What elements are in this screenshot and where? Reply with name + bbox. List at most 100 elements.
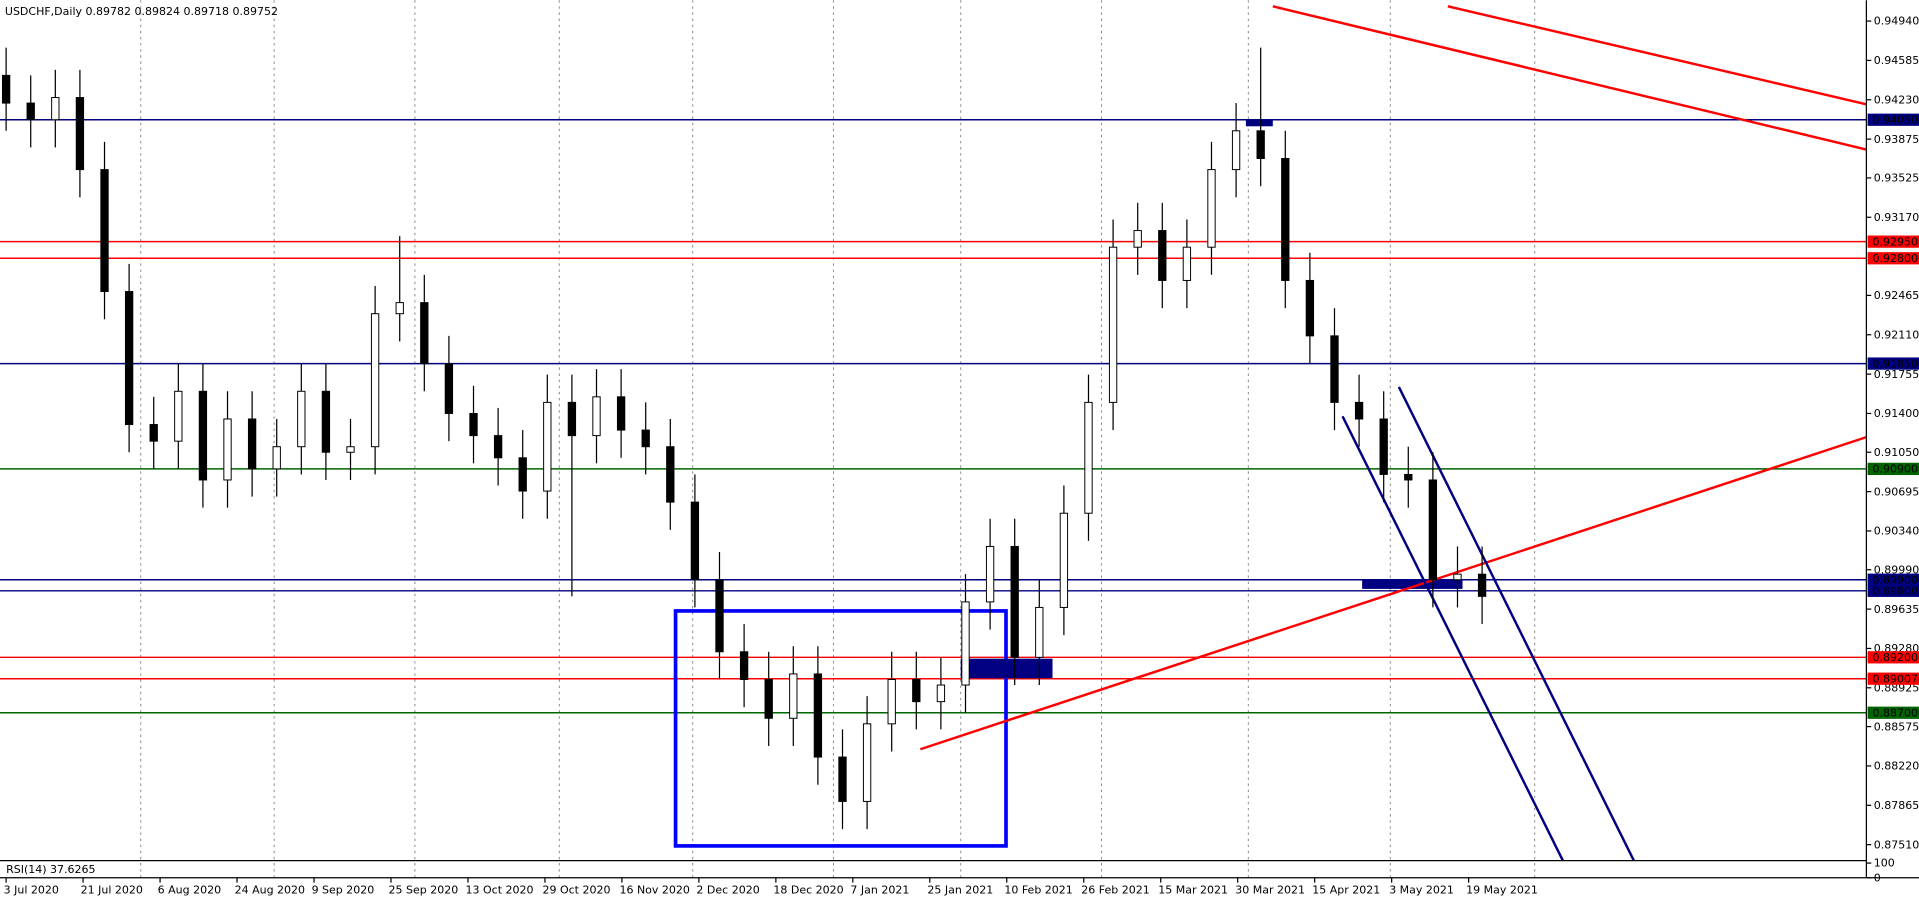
trend-line bbox=[919, 435, 1867, 751]
level-tag bbox=[1867, 357, 1919, 370]
candle-body bbox=[149, 424, 158, 442]
candle-body bbox=[26, 102, 35, 121]
candle-body bbox=[912, 678, 921, 703]
zone-block bbox=[1362, 579, 1463, 589]
candle-body bbox=[370, 313, 380, 448]
candle-body bbox=[666, 446, 675, 503]
candle-body bbox=[272, 446, 281, 470]
level-label: 0.91850 bbox=[1872, 357, 1918, 370]
candle-body bbox=[616, 396, 626, 431]
candle-body bbox=[1256, 130, 1265, 160]
candle-body bbox=[1084, 401, 1093, 514]
level-tag bbox=[1867, 672, 1919, 685]
trend-line bbox=[1447, 5, 1867, 106]
y-tick-label: 0.94230 bbox=[1874, 93, 1919, 106]
y-tick-label: 0.94940 bbox=[1874, 15, 1919, 28]
y-tick-label: 0.91050 bbox=[1874, 446, 1919, 459]
candle-body bbox=[887, 678, 896, 725]
level-tag bbox=[1867, 252, 1919, 265]
candle-body bbox=[764, 678, 773, 719]
candle-body bbox=[961, 601, 970, 686]
candle-body bbox=[1182, 246, 1192, 281]
candle-body bbox=[493, 435, 503, 459]
y-tick-label: 0.87865 bbox=[1874, 799, 1919, 812]
x-tick-label: 3 May 2021 bbox=[1389, 884, 1454, 897]
candle-body bbox=[100, 169, 109, 293]
x-tick-label: 3 Jul 2020 bbox=[4, 884, 59, 897]
candle-body bbox=[1035, 606, 1044, 658]
y-tick-label: 0.91400 bbox=[1874, 407, 1919, 420]
candle-body bbox=[862, 723, 872, 802]
candle-body bbox=[297, 390, 306, 448]
candle-body bbox=[1330, 335, 1339, 403]
candle-body bbox=[838, 756, 847, 802]
channel-line bbox=[1341, 415, 1564, 862]
candle-body bbox=[223, 418, 232, 481]
y-tick-label: 0.93875 bbox=[1874, 133, 1919, 146]
candle-body bbox=[1305, 279, 1315, 337]
chart-title: USDCHF,Daily 0.89782 0.89824 0.89718 0.8… bbox=[5, 5, 278, 18]
level-tag bbox=[1867, 573, 1919, 586]
candle-body bbox=[198, 390, 208, 481]
y-tick-label: 0.88220 bbox=[1874, 760, 1919, 773]
y-tick-label: 0.92465 bbox=[1874, 289, 1919, 302]
price-axis: 0.94940 0.94585 0.94230 0.93875 0.93525 0.931… bbox=[1866, 15, 1919, 884]
x-tick-label: 29 Oct 2020 bbox=[542, 884, 610, 897]
candle-body bbox=[1108, 246, 1118, 403]
x-tick-label: 15 Apr 2021 bbox=[1312, 884, 1380, 897]
candle-body bbox=[1281, 158, 1290, 281]
candle-body bbox=[690, 501, 700, 581]
candle-body bbox=[813, 673, 823, 758]
candle-body bbox=[1059, 512, 1069, 608]
level-tag bbox=[1867, 651, 1919, 664]
x-tick-label: 7 Jan 2021 bbox=[850, 884, 909, 897]
candle-body bbox=[395, 302, 404, 315]
level-tag bbox=[1867, 706, 1919, 719]
level-label: 0.92800 bbox=[1872, 252, 1918, 265]
x-tick-label: 16 Nov 2020 bbox=[619, 884, 689, 897]
candle-body bbox=[739, 651, 749, 680]
y-tick-label: 0.90340 bbox=[1874, 525, 1919, 538]
candle-body bbox=[420, 302, 429, 365]
level-label: 0.89200 bbox=[1872, 651, 1918, 664]
candle-body bbox=[1133, 230, 1142, 248]
x-tick-label: 19 May 2021 bbox=[1466, 884, 1538, 897]
level-label: 0.94050 bbox=[1872, 113, 1918, 126]
x-tick-label: 9 Sep 2020 bbox=[312, 884, 375, 897]
candle-body bbox=[75, 97, 85, 171]
level-tag bbox=[1867, 584, 1919, 597]
candle-body bbox=[1354, 401, 1364, 420]
candle-body bbox=[1207, 169, 1216, 248]
candle-body bbox=[543, 401, 552, 492]
candle-body bbox=[1, 74, 11, 104]
candle-body bbox=[641, 429, 650, 448]
level-label: 0.89007 bbox=[1872, 672, 1918, 685]
level-tag bbox=[1867, 113, 1919, 126]
candle-body bbox=[985, 545, 995, 603]
x-tick-label: 18 Dec 2020 bbox=[773, 884, 843, 897]
candle-body bbox=[789, 673, 798, 719]
drawings bbox=[673, 5, 1867, 862]
x-tick-label: 26 Feb 2021 bbox=[1081, 884, 1149, 897]
candle-body bbox=[936, 684, 946, 703]
level-label: 0.89800 bbox=[1872, 584, 1918, 597]
candle-body bbox=[567, 401, 577, 437]
level-label: 0.89900 bbox=[1872, 573, 1918, 586]
level-label: 0.88700 bbox=[1872, 706, 1918, 719]
y-tick-label: 0.90695 bbox=[1874, 485, 1919, 498]
x-tick-label: 6 Aug 2020 bbox=[158, 884, 221, 897]
zone-block bbox=[960, 658, 1053, 679]
y-tick-label: 0.94585 bbox=[1874, 54, 1919, 67]
candle-body bbox=[346, 446, 355, 453]
candle-body bbox=[174, 390, 183, 442]
x-tick-label: 15 Mar 2021 bbox=[1158, 884, 1228, 897]
y-tick-label: 0.89635 bbox=[1874, 603, 1919, 616]
y-tick-label: 0.93525 bbox=[1874, 172, 1919, 185]
y-tick-label: 0.87510 bbox=[1874, 838, 1919, 851]
y-tick-label: 0.92110 bbox=[1874, 328, 1919, 341]
candle-body bbox=[1453, 573, 1462, 581]
x-tick-label: 2 Dec 2020 bbox=[696, 884, 759, 897]
level-tag bbox=[1867, 235, 1919, 248]
